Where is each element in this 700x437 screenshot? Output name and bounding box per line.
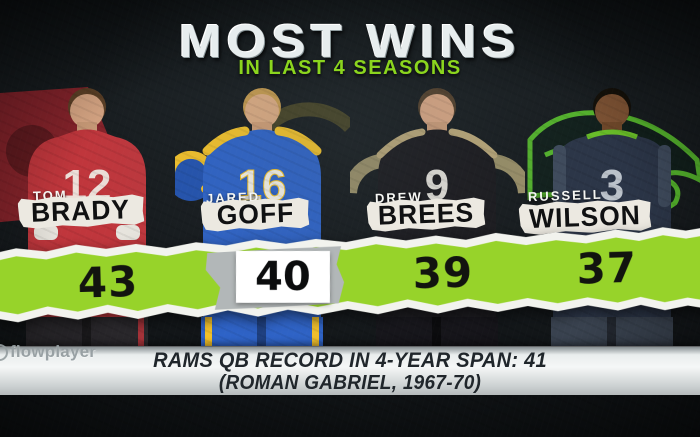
flowplayer-logo-icon <box>0 343 8 361</box>
leg-gap <box>607 317 616 346</box>
side-panel-right <box>658 145 671 207</box>
flowplayer-watermark[interactable]: flowplayer <box>0 342 96 362</box>
wins-value-wilson: 37 <box>575 242 638 294</box>
wristband-left <box>34 225 58 240</box>
page-subtitle: IN LAST 4 SEASONS <box>238 57 462 79</box>
footer-record-strip: RAMS QB RECORD IN 4-YEAR SPAN: 41 (ROMAN… <box>0 346 700 395</box>
jersey-number: 16 <box>238 161 287 210</box>
jersey-number: 12 <box>63 161 112 210</box>
side-panel-left <box>553 145 566 207</box>
pants-stripe-right <box>312 317 319 346</box>
wins-value-goff: 40 <box>255 253 311 300</box>
footer-line-2: (ROMAN GABRIEL, 1967-70) <box>218 372 482 394</box>
highlight-box: 40 <box>235 250 330 303</box>
wristband-right <box>116 225 140 240</box>
leg-gap <box>432 317 441 346</box>
wins-value-brees: 39 <box>411 247 474 299</box>
flowplayer-label: flowplayer <box>10 342 97 361</box>
jersey-number: 3 <box>600 161 624 210</box>
jersey-number: 9 <box>425 161 449 210</box>
wins-value-brady: 43 <box>77 256 139 308</box>
footer-line-1: RAMS QB RECORD IN 4-YEAR SPAN: 41 <box>153 349 547 372</box>
